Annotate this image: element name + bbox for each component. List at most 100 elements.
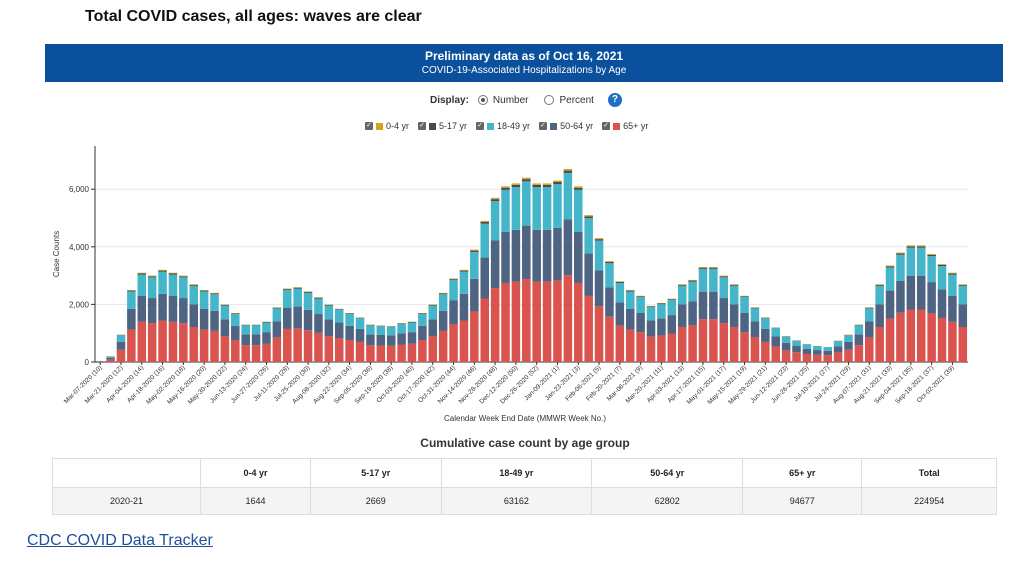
bar-segment bbox=[376, 345, 386, 362]
bar-segment bbox=[449, 300, 458, 325]
bar-segment bbox=[698, 319, 708, 362]
checkbox-icon[interactable]: ✓ bbox=[476, 122, 485, 130]
bar-segment bbox=[927, 313, 936, 362]
bar-segment bbox=[615, 282, 625, 283]
bar-segment bbox=[729, 327, 739, 362]
bar-segment bbox=[833, 341, 843, 347]
bar-group bbox=[95, 169, 968, 362]
bar-segment bbox=[906, 245, 916, 247]
bar-segment bbox=[127, 290, 136, 291]
bar-segment bbox=[625, 329, 635, 362]
legend-item-0-4[interactable]: ✓ 0-4 yr bbox=[365, 121, 410, 131]
bar-segment bbox=[553, 180, 562, 183]
bar-segment bbox=[698, 268, 708, 292]
bar-segment bbox=[937, 264, 947, 267]
bar-segment bbox=[127, 329, 136, 362]
bar-segment bbox=[865, 337, 874, 362]
bar-segment bbox=[636, 295, 645, 297]
bar-segment bbox=[158, 269, 167, 271]
percent-option-label[interactable]: Percent bbox=[559, 94, 594, 106]
bar-segment bbox=[563, 172, 573, 220]
legend-item-5-17[interactable]: ✓ 5-17 yr bbox=[418, 121, 468, 131]
bar-segment bbox=[885, 267, 895, 291]
bar-segment bbox=[116, 335, 126, 342]
bar-segment bbox=[574, 187, 583, 190]
bar-segment bbox=[885, 290, 895, 319]
bar-segment bbox=[511, 281, 521, 362]
checkbox-icon[interactable]: ✓ bbox=[418, 122, 427, 130]
bar-segment bbox=[459, 293, 469, 321]
bar-segment bbox=[272, 337, 282, 362]
bar-segment bbox=[688, 279, 697, 281]
bar-segment bbox=[116, 349, 126, 362]
bar-segment bbox=[542, 229, 552, 282]
percent-radio[interactable] bbox=[544, 95, 555, 105]
bar-segment bbox=[490, 197, 500, 200]
bar-segment bbox=[147, 275, 157, 277]
number-radio[interactable] bbox=[477, 95, 488, 105]
bar-segment bbox=[646, 306, 656, 321]
bar-segment bbox=[231, 325, 240, 340]
bar-segment bbox=[677, 284, 687, 285]
x-tick-label: Sep-19-2020 (38) bbox=[354, 364, 395, 405]
display-label: Display: bbox=[430, 94, 469, 106]
checkbox-icon[interactable]: ✓ bbox=[539, 122, 548, 130]
bar-segment bbox=[449, 278, 458, 280]
bar-segment bbox=[740, 296, 749, 298]
bar-segment bbox=[251, 325, 261, 335]
bar-segment bbox=[906, 275, 916, 310]
checkbox-icon[interactable]: ✓ bbox=[365, 122, 373, 130]
legend-item-65plus[interactable]: ✓ 65+ yr bbox=[602, 121, 649, 131]
bar-segment bbox=[719, 298, 729, 324]
bar-segment bbox=[885, 318, 895, 362]
bar-segment bbox=[761, 317, 770, 319]
bar-segment bbox=[501, 189, 510, 232]
bar-segment bbox=[158, 293, 167, 321]
bar-segment bbox=[470, 251, 479, 279]
bar-segment bbox=[844, 349, 853, 362]
bar-segment bbox=[937, 317, 947, 362]
bar-segment bbox=[896, 252, 905, 254]
bar-segment bbox=[740, 297, 749, 313]
bar-segment bbox=[210, 292, 219, 294]
bar-segment bbox=[522, 181, 531, 226]
checkbox-icon[interactable]: ✓ bbox=[602, 122, 611, 130]
bar-segment bbox=[314, 314, 323, 333]
help-icon[interactable]: ? bbox=[607, 93, 622, 107]
bar-segment bbox=[698, 291, 708, 320]
bar-segment bbox=[480, 257, 489, 299]
bar-segment bbox=[199, 308, 209, 330]
bar-segment bbox=[563, 170, 573, 173]
hospitalization-chart: 0 2,000 4,000 6,000 Case Counts Mar-07-2020 (… bbox=[52, 146, 968, 423]
x-tick-label: Apr-03-2021 (13) bbox=[646, 364, 686, 404]
header-cell: Total bbox=[861, 458, 997, 488]
legend-swatch bbox=[487, 122, 495, 130]
bar-segment bbox=[438, 292, 448, 294]
bar-segment bbox=[761, 341, 770, 362]
bar-segment bbox=[823, 355, 832, 362]
y-axis-label: Case Counts bbox=[52, 231, 61, 277]
bar-segment bbox=[459, 270, 469, 272]
legend-item-18-49[interactable]: ✓ 18-49 yr bbox=[476, 121, 531, 131]
legend-item-50-64[interactable]: ✓ 50-64 yr bbox=[539, 121, 594, 131]
bar-segment bbox=[688, 325, 697, 362]
bar-segment bbox=[490, 201, 500, 241]
bar-segment bbox=[636, 332, 645, 362]
cdc-tracker-link[interactable]: CDC COVID Data Tracker bbox=[27, 532, 213, 549]
bar-segment bbox=[916, 309, 926, 362]
bar-segment bbox=[916, 275, 926, 310]
bar-segment bbox=[418, 339, 427, 362]
bar-segment bbox=[459, 271, 469, 294]
bar-segment bbox=[231, 313, 240, 315]
x-tick-label: Oct-31-2020 (44) bbox=[417, 364, 457, 404]
number-option-label[interactable]: Number bbox=[492, 94, 529, 106]
bar-segment bbox=[958, 304, 968, 328]
bar-segment bbox=[813, 346, 822, 351]
bar-segment bbox=[584, 215, 593, 217]
bar-segment bbox=[958, 327, 968, 362]
legend-swatch bbox=[376, 122, 383, 130]
bar-segment bbox=[719, 277, 729, 299]
bar-segment bbox=[636, 296, 645, 298]
bar-segment bbox=[179, 276, 188, 278]
bar-segment bbox=[480, 298, 489, 362]
